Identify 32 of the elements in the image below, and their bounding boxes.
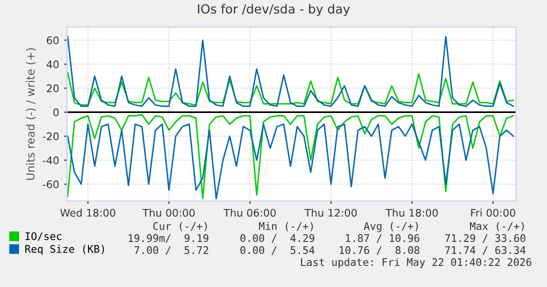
line-series bbox=[67, 36, 514, 107]
text: 1.87 / 10.96 bbox=[346, 234, 420, 243]
y-axis-title: Units read (-) / write (+) bbox=[26, 48, 36, 180]
line-series bbox=[67, 72, 514, 106]
y-tick-label: 40 bbox=[46, 60, 59, 68]
text: 10.76 / 8.08 bbox=[340, 246, 420, 255]
y-tick-label: 60 bbox=[46, 36, 59, 44]
text: Min (-/+) bbox=[258, 222, 313, 232]
text: Cur (-/+) bbox=[153, 222, 207, 232]
text: 19.99m/ 9.19 bbox=[128, 234, 208, 243]
x-tick-label: Thu 06:00 bbox=[223, 208, 276, 217]
legend-label: IO/sec bbox=[26, 232, 62, 241]
x-tick-label: Fri 00:00 bbox=[471, 208, 516, 217]
legend-label: Req Size (KB) bbox=[25, 244, 104, 255]
y-tick-label: 20 bbox=[46, 84, 59, 92]
y-tick-label: -40 bbox=[42, 156, 59, 164]
text: 71.29 / 33.60 bbox=[445, 234, 526, 243]
text: 0.00 / 4.29 bbox=[240, 234, 314, 243]
x-tick-label: Wed 18:00 bbox=[60, 208, 116, 217]
y-tick-label: -60 bbox=[42, 180, 59, 188]
x-tick-label: Thu 12:00 bbox=[304, 208, 357, 217]
text: Avg (-/+) bbox=[364, 222, 418, 232]
text: 7.00 / 5.72 bbox=[134, 246, 208, 255]
text: Last update: Fri May 22 01:40:22 2026 bbox=[301, 258, 532, 268]
x-tick-label: Thu 18:00 bbox=[386, 208, 438, 217]
x-tick-label: Thu 00:00 bbox=[142, 208, 195, 217]
chart-title: IOs for /dev/sda - by day bbox=[198, 4, 350, 16]
y-tick-label: 0 bbox=[53, 108, 59, 116]
text: Max (-/+) bbox=[470, 222, 524, 232]
text: 71.74 / 63.34 bbox=[445, 246, 526, 255]
y-tick-label: -20 bbox=[42, 132, 59, 140]
text: 0.00 / 5.54 bbox=[240, 246, 315, 255]
